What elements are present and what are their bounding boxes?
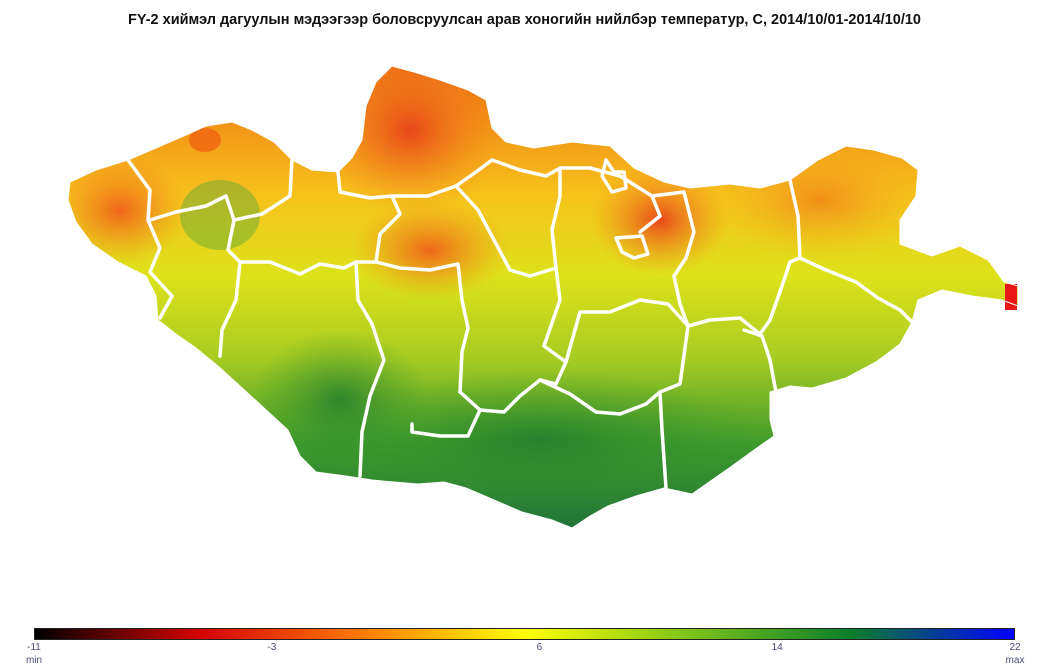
hot-spot — [1005, 284, 1017, 310]
legend-max-label: max — [1005, 655, 1025, 666]
color-scale-bar — [34, 628, 1015, 640]
legend-tick-3: 6 — [536, 642, 543, 653]
province-boundaries — [126, 158, 914, 490]
map-title: FY-2 хиймэл дагуулын мэдээгээр боловсруу… — [128, 12, 921, 28]
legend-tick-4: 14 — [771, 642, 783, 653]
legend-tick-min: -11 — [27, 642, 41, 653]
temperature-map — [67, 65, 1019, 529]
country-outline — [67, 65, 1019, 529]
country-shape — [68, 66, 1018, 528]
legend-min-label: min — [25, 655, 43, 666]
legend-tick-2: -3 — [267, 642, 277, 653]
legend-tick-max: 22 — [1009, 642, 1021, 653]
